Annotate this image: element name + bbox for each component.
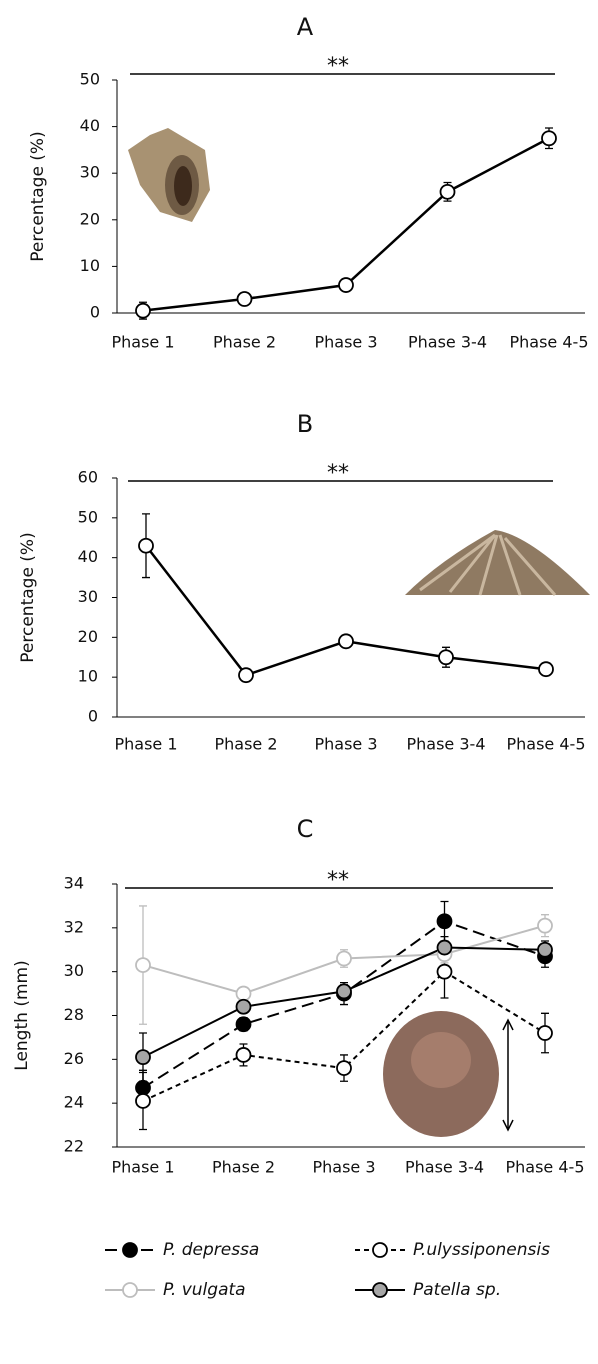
y-tick-label: 30: [64, 961, 84, 980]
y-tick-label: 10: [80, 256, 100, 275]
significance-label: **: [327, 461, 349, 486]
marker: [537, 1025, 553, 1041]
legend-label: P.ulyssiponensis: [413, 1240, 550, 1260]
y-tick-label: 20: [78, 627, 98, 646]
marker: [537, 917, 553, 934]
y-tick-label: 20: [80, 209, 100, 228]
y-tick-label: 0: [90, 303, 100, 322]
legend-label: P. depressa: [163, 1240, 259, 1260]
y-tick-label: 24: [64, 1093, 84, 1112]
x-tick-label: Phase 3: [314, 735, 377, 754]
size-arrow: [502, 1018, 514, 1132]
marker: [338, 633, 354, 650]
marker: [235, 1047, 252, 1063]
marker: [537, 941, 553, 958]
y-tick-label: 30: [78, 587, 98, 606]
shell-limpet: [405, 530, 590, 596]
marker: [135, 1093, 151, 1109]
y-axis-label: Percentage (%): [28, 131, 48, 261]
x-tick-label: Phase 4-5: [506, 1158, 585, 1177]
marker: [138, 537, 154, 554]
x-tick-label: Phase 1: [114, 735, 177, 754]
legend-marker: [372, 1282, 388, 1298]
marker: [436, 913, 453, 930]
y-tick-label: 50: [78, 507, 98, 526]
chart-title: C: [297, 815, 314, 843]
y-tick-label: 28: [64, 1005, 84, 1024]
marker: [235, 998, 252, 1015]
x-tick-label: Phase 3-4: [405, 1158, 484, 1177]
x-tick-label: Phase 3-4: [407, 735, 486, 754]
x-tick-label: Phase 2: [213, 333, 276, 352]
y-tick-label: 60: [78, 468, 98, 487]
marker: [439, 183, 456, 200]
marker: [538, 661, 554, 678]
y-tick-label: 22: [64, 1137, 84, 1156]
chart-title: A: [297, 13, 314, 41]
shell-whelk: [128, 128, 210, 222]
marker: [238, 667, 254, 684]
chart-title: B: [297, 410, 313, 438]
x-tick-label: Phase 3: [314, 333, 377, 352]
y-tick-label: 34: [64, 874, 84, 893]
y-tick-label: 32: [64, 917, 84, 936]
marker: [438, 649, 454, 666]
y-tick-label: 40: [78, 547, 98, 566]
y-tick-label: 26: [64, 1049, 84, 1068]
marker: [135, 1079, 151, 1096]
marker: [135, 1049, 151, 1066]
y-tick-label: 10: [78, 667, 98, 686]
y-tick-label: 40: [80, 116, 100, 135]
x-tick-label: Phase 3-4: [408, 333, 487, 352]
significance-label: **: [327, 54, 349, 79]
legend-marker: [122, 1242, 138, 1258]
shell-patella: [383, 1011, 499, 1137]
marker: [338, 277, 354, 293]
x-tick-label: Phase 4-5: [510, 333, 589, 352]
marker: [436, 963, 453, 980]
x-tick-label: Phase 1: [111, 333, 174, 352]
legend-label: Patella sp.: [413, 1280, 501, 1300]
y-axis-label: Length (mm): [12, 960, 32, 1070]
marker: [235, 985, 252, 1002]
x-tick-label: Phase 2: [214, 735, 277, 754]
y-axis-label: Percentage (%): [18, 532, 38, 662]
marker: [336, 983, 352, 1000]
y-tick-label: 0: [88, 707, 98, 726]
x-tick-label: Phase 1: [111, 1158, 174, 1177]
legend-label: P. vulgata: [163, 1280, 246, 1300]
marker: [135, 957, 151, 973]
marker: [336, 950, 352, 967]
marker: [135, 302, 151, 319]
x-tick-label: Phase 4-5: [507, 735, 586, 754]
marker: [336, 1060, 352, 1076]
marker: [541, 130, 557, 147]
y-tick-label: 50: [80, 70, 100, 89]
x-tick-label: Phase 3: [312, 1158, 375, 1177]
marker: [436, 939, 453, 956]
x-tick-label: Phase 2: [212, 1158, 275, 1177]
marker: [235, 1016, 252, 1033]
significance-label: **: [327, 868, 349, 893]
legend-marker: [122, 1282, 138, 1298]
marker: [236, 291, 253, 307]
legend-marker: [372, 1242, 388, 1258]
y-tick-label: 30: [80, 163, 100, 182]
